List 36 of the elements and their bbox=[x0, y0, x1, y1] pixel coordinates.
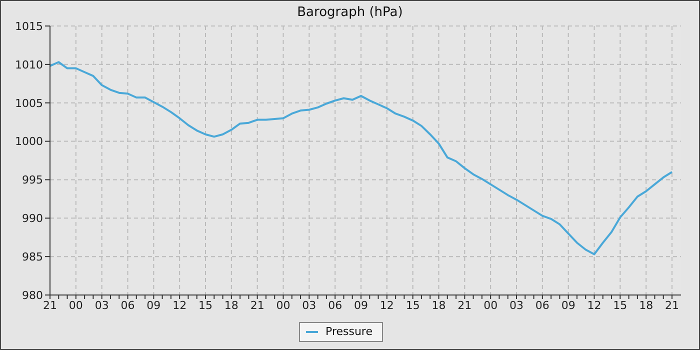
x-tick-label: 00 bbox=[276, 298, 290, 312]
x-tick-label: 00 bbox=[68, 298, 83, 312]
x-tick-label: 03 bbox=[302, 298, 316, 312]
x-tick-label: 12 bbox=[587, 298, 602, 312]
x-tick-label: 21 bbox=[250, 298, 264, 312]
x-tick-label: 21 bbox=[43, 298, 57, 312]
y-tick-label: 1005 bbox=[15, 96, 43, 110]
x-tick-label: 12 bbox=[380, 298, 394, 312]
x-tick-label: 15 bbox=[613, 298, 628, 312]
y-tick-label: 1010 bbox=[15, 58, 43, 72]
x-tick-label: 21 bbox=[665, 298, 679, 312]
x-tick-label: 12 bbox=[172, 298, 187, 312]
x-tick-label: 09 bbox=[561, 298, 576, 312]
legend-label: Pressure bbox=[326, 325, 372, 338]
x-tick-label: 09 bbox=[354, 298, 368, 312]
x-tick-label: 06 bbox=[328, 298, 342, 312]
x-tick-label: 06 bbox=[535, 298, 550, 312]
y-tick-label: 985 bbox=[22, 250, 43, 264]
y-tick-label: 995 bbox=[22, 174, 43, 187]
x-tick-label: 00 bbox=[484, 298, 498, 312]
line-series bbox=[49, 61, 673, 256]
x-tick-label: 15 bbox=[198, 298, 212, 312]
x-tick-label: 15 bbox=[406, 298, 420, 312]
x-tick-label: 03 bbox=[94, 298, 109, 312]
y-tick-label: 1000 bbox=[15, 135, 43, 148]
y-tick-label: 990 bbox=[22, 212, 43, 226]
x-tick-label: 09 bbox=[146, 298, 161, 312]
x-tick-label: 18 bbox=[432, 298, 446, 312]
y-tick-label: 1015 bbox=[15, 20, 43, 33]
y-tick-label: 980 bbox=[22, 288, 43, 302]
x-tick-label: 03 bbox=[510, 298, 524, 312]
x-tick-label: 18 bbox=[224, 298, 238, 312]
chart-title: Barograph (hPa) bbox=[296, 5, 404, 20]
x-tick-label: 21 bbox=[458, 298, 472, 312]
x-tick-label: 18 bbox=[639, 298, 654, 312]
x-tick-label: 06 bbox=[120, 298, 135, 312]
